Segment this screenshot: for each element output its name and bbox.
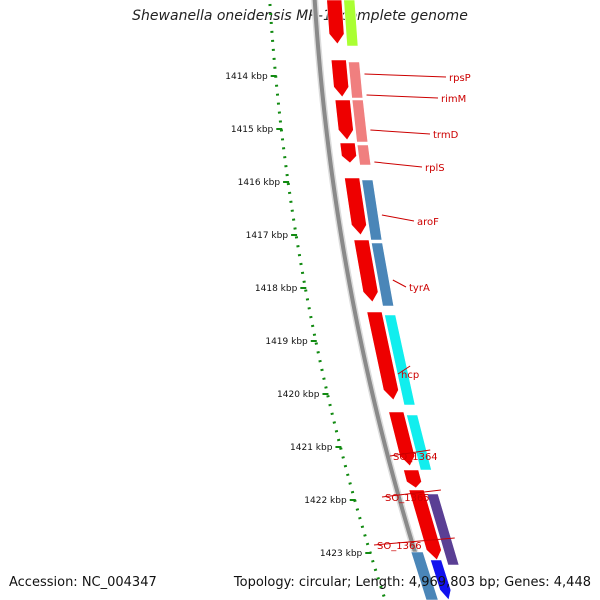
- gene-label: trmD: [433, 130, 459, 141]
- gene-label: hcp: [401, 370, 419, 381]
- cds-feature: [330, 59, 350, 98]
- cds-feature: [339, 142, 357, 164]
- cds-feature: [408, 489, 442, 561]
- function-feature: [348, 61, 364, 99]
- kbp-tick-label: 1422 kbp: [304, 496, 347, 506]
- gene-leader-line: [381, 489, 441, 498]
- gene-label: SO_1366: [377, 541, 422, 552]
- gene-leader-line: [392, 279, 407, 288]
- ring-feature: [429, 559, 452, 600]
- gene-label: rpsP: [449, 73, 471, 84]
- function-feature: [343, 0, 359, 47]
- kbp-tick-label: 1414 kbp: [225, 72, 268, 82]
- map-title: Shewanella oneidensis MR-1, complete gen…: [132, 8, 468, 24]
- cds-feature: [366, 311, 399, 401]
- cds-feature: [344, 177, 367, 236]
- backbone-ring: [312, 0, 433, 600]
- kbp-tick-label: 1416 kbp: [238, 178, 281, 188]
- function-feature: [356, 144, 372, 166]
- gene-leader-line: [397, 365, 411, 375]
- gene-leader-line: [381, 214, 415, 222]
- kbp-tick-label: 1421 kbp: [290, 443, 333, 453]
- cds-feature: [326, 0, 345, 45]
- kbp-tick-label: 1417 kbp: [246, 231, 289, 241]
- function-feature: [371, 242, 395, 307]
- gene-leader-line: [364, 73, 447, 78]
- cds-feature: [334, 99, 354, 141]
- function-feature: [426, 493, 460, 566]
- gene-leader-line: [370, 129, 431, 135]
- gene-label: SO_1365: [385, 493, 430, 504]
- gene-label: aroF: [417, 217, 439, 228]
- function-feature: [384, 314, 416, 406]
- tick-ring: [268, 0, 387, 600]
- genome-summary-text: Topology: circular; Length: 4,969,803 bp…: [233, 575, 591, 590]
- kbp-tick-label: 1418 kbp: [255, 284, 298, 294]
- cds-feature: [353, 239, 379, 303]
- kbp-tick-label: 1420 kbp: [277, 390, 320, 400]
- gene-label: SO_1364: [393, 452, 438, 463]
- gene-leader-line: [374, 161, 423, 168]
- function-feature: [361, 179, 383, 241]
- gene-label: rimM: [441, 94, 466, 105]
- cds-feature: [388, 411, 416, 467]
- kbp-tick-label: 1415 kbp: [231, 125, 274, 135]
- function-feature: [351, 99, 369, 143]
- gene-leader-line: [373, 537, 455, 546]
- ring-feature: [410, 551, 439, 600]
- gene-leader-line: [366, 94, 439, 99]
- accession-text: Accession: NC_004347: [9, 575, 157, 590]
- kbp-tick-label: 1423 kbp: [320, 549, 363, 559]
- cds-feature: [403, 469, 422, 489]
- gene-leader-line: [389, 449, 431, 457]
- gene-label: rplS: [425, 163, 445, 174]
- gene-label: tyrA: [409, 283, 430, 294]
- kbp-tick-label: 1419 kbp: [265, 337, 308, 347]
